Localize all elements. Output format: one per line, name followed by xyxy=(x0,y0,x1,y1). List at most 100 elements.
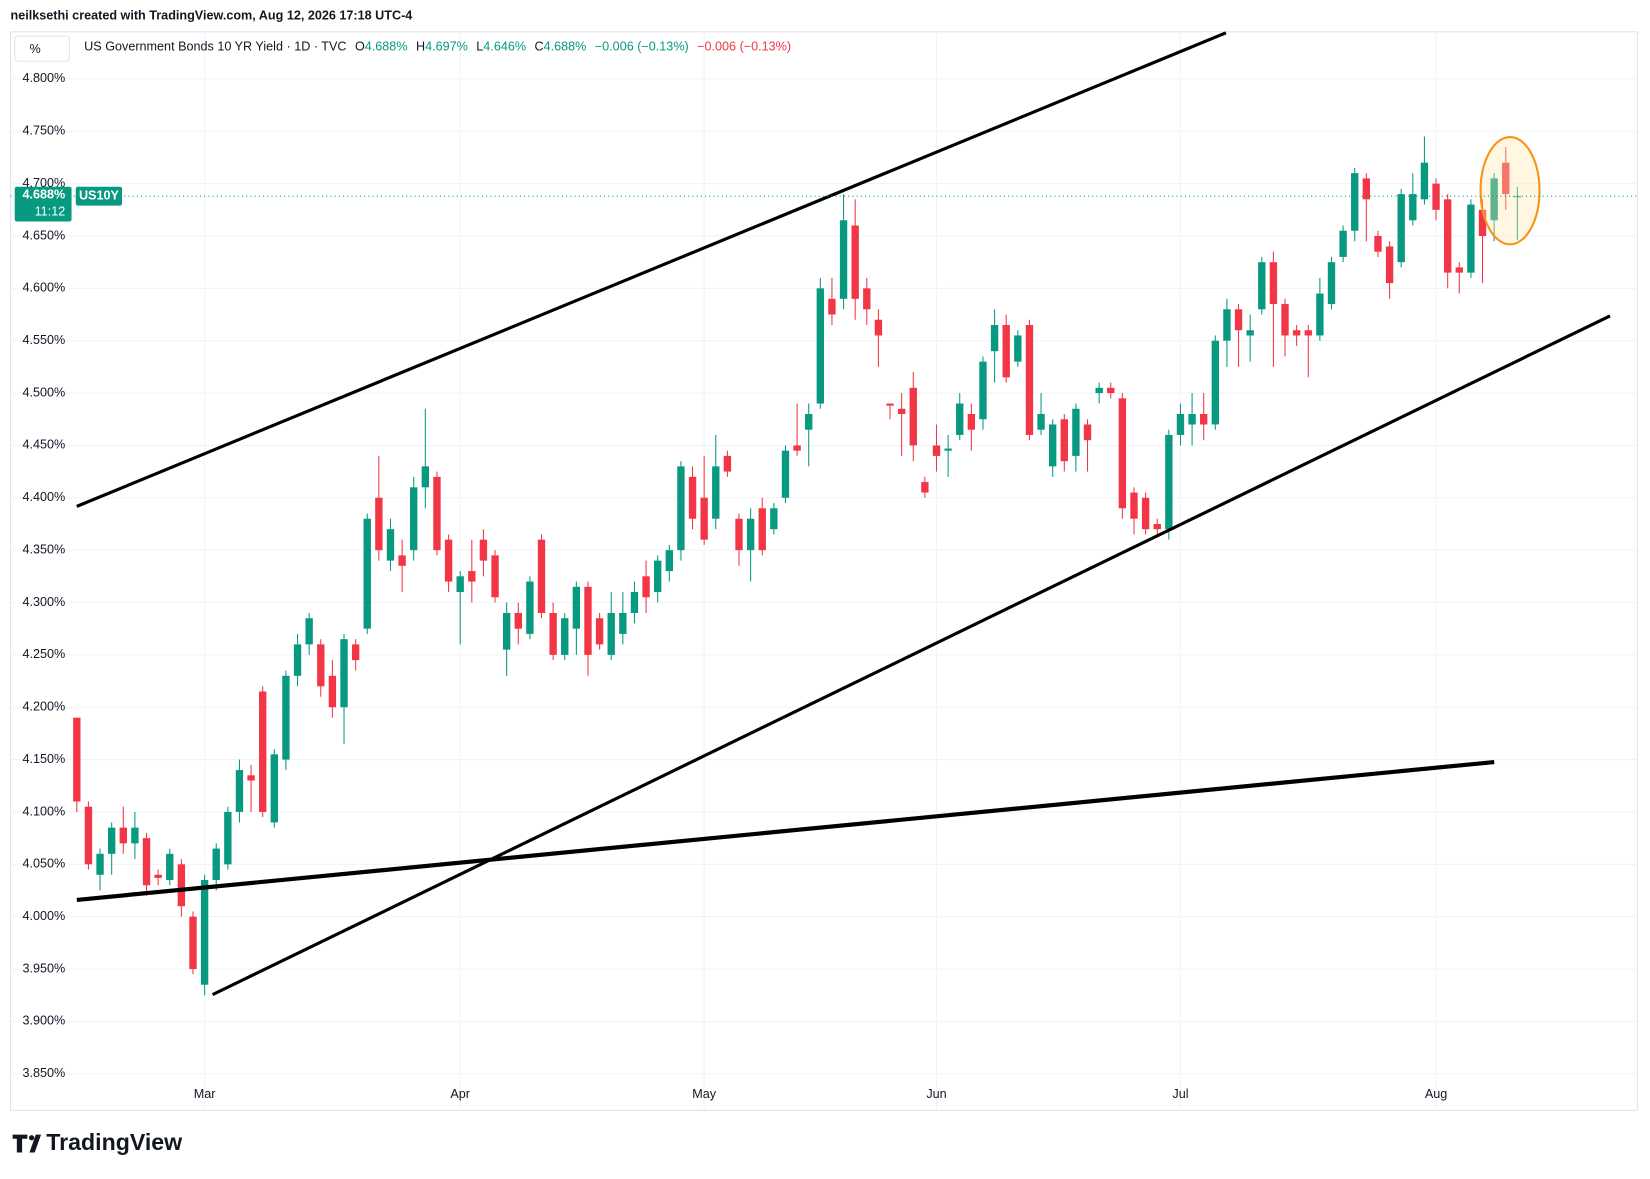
candle-body xyxy=(677,466,685,551)
candle-body xyxy=(770,508,778,530)
y-tick-label: 4.050% xyxy=(22,857,65,871)
y-tick-label: 3.900% xyxy=(22,1014,65,1028)
candle-body xyxy=(363,518,371,629)
trend-line xyxy=(211,314,1611,997)
candle-body xyxy=(189,916,197,970)
candle-body xyxy=(456,576,464,593)
legend-value: 4.688% xyxy=(365,40,408,54)
candle-body xyxy=(549,612,557,655)
y-tick-label: 4.200% xyxy=(22,700,65,714)
candle-body xyxy=(990,324,999,352)
candle-body xyxy=(119,827,127,844)
candle-body xyxy=(1351,173,1359,231)
candle-body xyxy=(723,455,732,472)
candle-body xyxy=(851,225,859,299)
candle-body xyxy=(758,508,766,551)
candle-body xyxy=(572,586,581,629)
candle-body xyxy=(979,361,987,420)
candle-body xyxy=(1014,335,1022,362)
candle-body xyxy=(607,612,615,655)
y-tick-label: 4.700% xyxy=(22,176,65,190)
candle-body xyxy=(1176,414,1185,435)
candle-body xyxy=(410,487,418,551)
candle-body xyxy=(1095,387,1103,394)
candle-body xyxy=(433,476,441,551)
candle-body xyxy=(375,497,383,551)
candle-body xyxy=(293,644,302,676)
candle-body xyxy=(584,586,592,655)
y-axis: 3.850% 3.900% 3.950% 4.000% 4.050% 4.100% 4.15… xyxy=(22,71,65,1080)
candle-body xyxy=(1409,194,1417,221)
candle-body xyxy=(224,811,232,865)
candle-body xyxy=(351,644,360,661)
y-tick-label: 4.100% xyxy=(22,804,65,818)
candle-body xyxy=(421,466,430,488)
candle-body xyxy=(1141,497,1150,530)
legend-key: L xyxy=(476,40,483,54)
candle-body xyxy=(107,827,116,854)
candle-body xyxy=(1339,230,1347,257)
candle-body xyxy=(154,874,162,878)
candle-body xyxy=(1490,178,1498,221)
legend-change: −0.006 (−0.13%) xyxy=(697,40,791,54)
candle-body xyxy=(828,298,836,315)
y-tick-label: 4.600% xyxy=(22,281,65,295)
candle-body xyxy=(502,612,511,650)
candle-body xyxy=(1025,324,1034,435)
candle-body xyxy=(73,717,81,802)
y-tick-label: 4.350% xyxy=(22,542,65,556)
legend-key: C xyxy=(534,40,543,54)
y-tick-label: 4.500% xyxy=(22,385,65,399)
candle-body xyxy=(177,864,186,907)
candle-body xyxy=(805,414,813,430)
candle-body xyxy=(235,770,244,812)
x-tick-label: Apr xyxy=(450,1087,470,1101)
candle-body xyxy=(1107,387,1115,394)
candles xyxy=(73,136,1522,996)
unit-button[interactable] xyxy=(14,35,70,62)
legend-change: −0.006 (−0.13%) xyxy=(595,40,689,54)
logo-mark xyxy=(12,1134,42,1153)
candle-body xyxy=(1281,304,1289,336)
credit: neilksethi created with TradingView.com,… xyxy=(11,8,413,22)
candle-body xyxy=(1502,162,1510,195)
x-tick-label: Jun xyxy=(926,1087,946,1101)
candle-body xyxy=(642,576,650,598)
candle-body xyxy=(1153,523,1161,530)
candle-body xyxy=(1118,398,1127,509)
candle-body xyxy=(166,853,174,881)
candle-body xyxy=(1188,414,1196,425)
candle-body xyxy=(967,414,976,430)
symbol-box xyxy=(75,186,123,206)
countdown: 11:12 xyxy=(35,204,66,218)
candle-body xyxy=(444,539,453,582)
highlight-ellipse xyxy=(1479,135,1541,246)
candle-body xyxy=(386,529,395,561)
candle-body xyxy=(84,806,93,865)
candle-body xyxy=(1385,246,1394,284)
candle-body xyxy=(96,853,104,875)
candle-body xyxy=(1223,309,1231,341)
candle-body xyxy=(1443,199,1452,273)
legend-value: 4.646% xyxy=(483,40,526,54)
candle-body xyxy=(1420,162,1429,200)
candle-body xyxy=(340,639,348,708)
candle-body xyxy=(537,539,546,613)
last-price-label: 4.688% xyxy=(22,187,65,201)
candle-body xyxy=(398,555,406,566)
y-tick-label: 4.000% xyxy=(22,909,65,923)
candle-body xyxy=(956,403,964,435)
candle-body xyxy=(909,387,917,446)
y-tick-label: 4.250% xyxy=(22,647,65,661)
candle-body xyxy=(839,220,848,299)
symbol-label: US10Y xyxy=(79,189,120,203)
y-tick-label: 4.550% xyxy=(22,333,65,347)
candle-body xyxy=(1374,235,1382,252)
trend-line xyxy=(76,31,1227,508)
unit-button-label[interactable]: % xyxy=(29,42,40,56)
candle-body xyxy=(491,555,499,598)
x-tick-label: May xyxy=(692,1087,717,1101)
legend-key: H xyxy=(416,40,425,54)
